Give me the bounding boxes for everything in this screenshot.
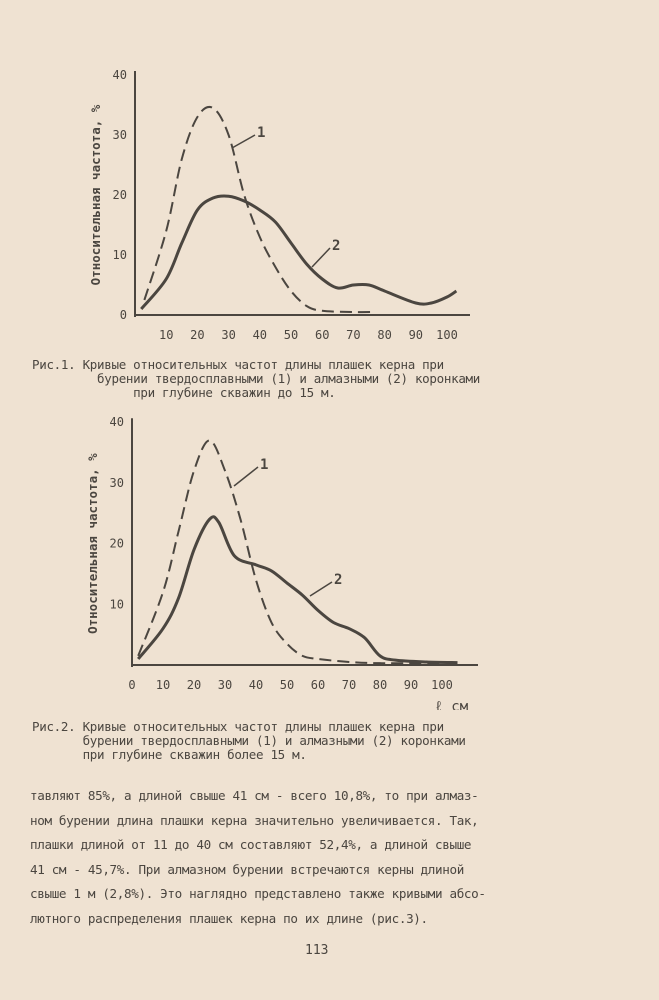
- page-number: 113: [305, 943, 329, 958]
- x-tick-label: 70: [342, 678, 356, 692]
- text-line: лютного распределения плашек керна по их…: [30, 910, 428, 926]
- y-axis-label: Относительная частота, %: [88, 104, 103, 285]
- figure-1-caption: Рис.1. Кривые относительных частот длины…: [32, 357, 480, 400]
- y-tick-label: 40: [110, 415, 124, 429]
- y-tick-label: 10: [113, 248, 127, 262]
- y-tick-label: 20: [113, 188, 127, 202]
- series-1-leader: [233, 466, 259, 487]
- y-tick-label: 10: [110, 597, 124, 611]
- x-tick-label: 40: [253, 328, 267, 342]
- text-line: 41 см - 45,7%. При алмазном бурении встр…: [30, 861, 464, 877]
- x-tick-label: 60: [315, 328, 329, 342]
- x-axis-label: ℓ см: [434, 699, 468, 710]
- text-line: тавляют 85%, а длиной свыше 41 см - всег…: [30, 788, 479, 803]
- x-tick-label: 70: [346, 328, 360, 342]
- y-tick-label: 20: [110, 537, 124, 551]
- x-tick-label: 90: [404, 678, 418, 692]
- series-1-label: 1: [257, 125, 265, 141]
- figure-2-chart: 0 10 20 30 40 50 60 70 80 90 100 10 20 30 40 ℓ см Относи…: [85, 415, 478, 710]
- x-tick-label: 30: [218, 678, 232, 692]
- figure-2-caption: Рис.2. Кривые относительных частот длины…: [32, 719, 466, 762]
- x-tick-label: 40: [249, 678, 263, 692]
- x-tick-label: 80: [373, 678, 387, 692]
- x-tick-label: 80: [377, 328, 391, 342]
- text-line: свыше 1 м (2,8%). Это наглядно представл…: [30, 886, 486, 901]
- x-tick-label: 20: [187, 678, 201, 692]
- text-line: плашки длиной от 11 до 40 см составляют …: [30, 837, 472, 852]
- x-tick-label: 90: [409, 328, 423, 342]
- series-2-label: 2: [332, 238, 340, 254]
- y-tick-label: 40: [113, 68, 127, 82]
- x-tick-label: 50: [284, 328, 298, 342]
- series-2-leader: [309, 581, 333, 597]
- y-tick-label: 30: [113, 128, 127, 142]
- series-1-line: [137, 439, 443, 665]
- y-axis-label: Относительная частота, %: [85, 453, 100, 634]
- x-tick-label: 50: [280, 678, 294, 692]
- series-2-line: [140, 194, 458, 310]
- x-tick-label: 20: [190, 328, 204, 342]
- y-tick-label: 30: [110, 476, 124, 490]
- series-2-label: 2: [334, 572, 342, 588]
- x-tick-label: 0: [128, 678, 135, 692]
- series-2-leader: [311, 247, 331, 268]
- x-tick-label: 100: [431, 678, 453, 692]
- series-2-line: [137, 515, 458, 665]
- series-1-label: 1: [260, 457, 268, 473]
- body-text: тавляют 85%, а длиной свыше 41 см - всег…: [30, 784, 630, 931]
- text-line: ном бурении длина плашки керна значитель…: [30, 812, 479, 828]
- x-tick-label: 60: [311, 678, 325, 692]
- series-1-leader: [231, 134, 256, 149]
- x-tick-label: 10: [159, 328, 173, 342]
- x-axis-label: ℓ см: [440, 349, 474, 350]
- y-tick-label: 0: [120, 308, 127, 322]
- x-tick-label: 30: [221, 328, 235, 342]
- x-tick-label: 10: [156, 678, 170, 692]
- figure-1-chart: 10 20 30 40 50 60 70 80 90 100 0 10 20 30 40 ℓ см Относи…: [88, 68, 474, 350]
- x-tick-label: 100: [436, 328, 458, 342]
- series-1-line: [143, 105, 376, 314]
